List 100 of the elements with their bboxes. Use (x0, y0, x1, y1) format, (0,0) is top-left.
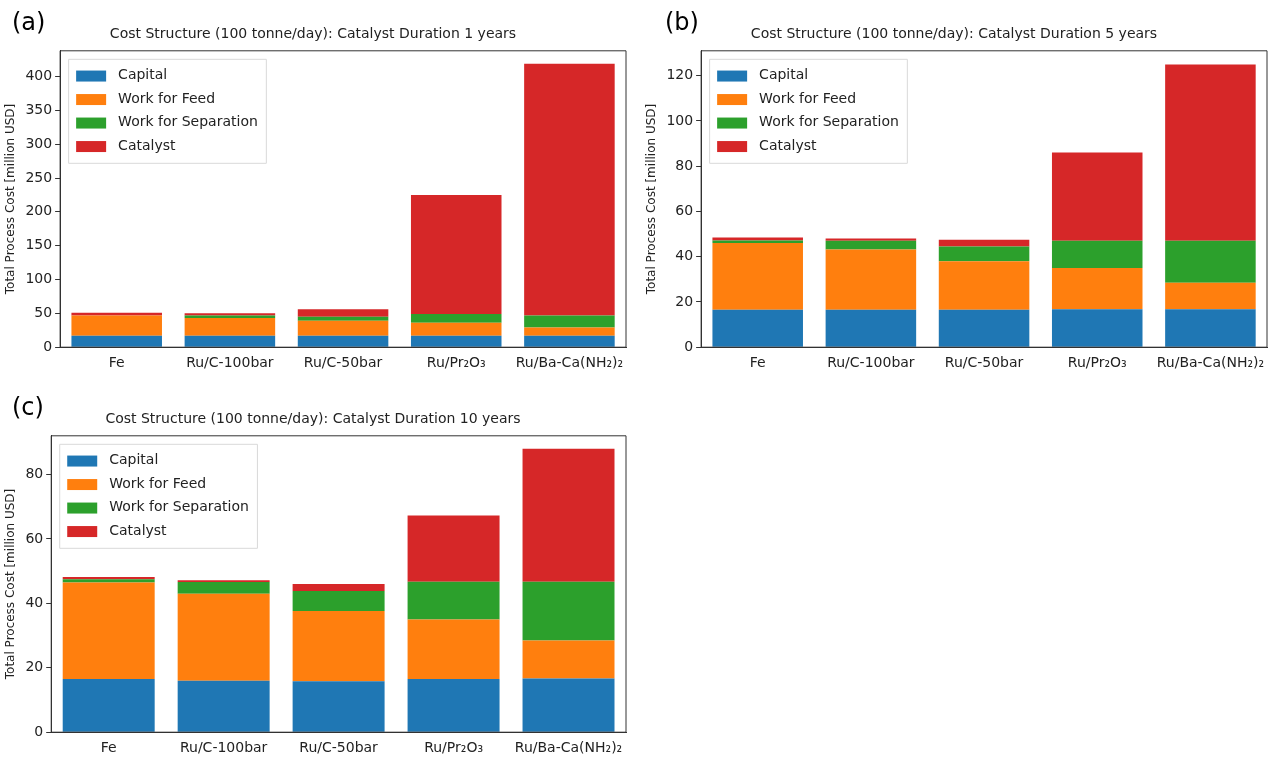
bar (1051, 152, 1143, 241)
bar (292, 591, 385, 612)
bar (407, 581, 500, 620)
y-tick-label: 60 (675, 202, 694, 219)
y-tick-label: 20 (675, 292, 694, 309)
x-tick-label: Ru/Ba-Ca(NH₂)₂ (514, 739, 623, 756)
x-tick-label: Ru/Pr₂O₃ (426, 354, 486, 371)
bar (1165, 240, 1256, 283)
y-tick-label: 300 (25, 134, 53, 151)
y-tick-label: 0 (34, 722, 44, 739)
bar (410, 322, 502, 336)
x-tick-label: Ru/Ba-Ca(NH₂)₂ (515, 354, 624, 371)
y-tick-label: 80 (25, 465, 44, 482)
bar (522, 640, 615, 679)
bar (938, 239, 1030, 247)
y-tick-label: 400 (25, 67, 53, 84)
bar (71, 315, 162, 336)
y-tick-label: 120 (666, 66, 694, 83)
chart-title: Cost Structure (100 tonne/day): Catalyst Duration 10 years (105, 410, 521, 427)
x-tick-label: Ru/Ba-Ca(NH₂)₂ (1156, 354, 1265, 371)
x-tick-label: Ru/C-100bar (179, 739, 268, 756)
x-tick-label: Ru/C-50bar (299, 739, 379, 756)
x-tick-label: Ru/C-50bar (944, 354, 1024, 371)
y-tick-label: 0 (684, 337, 694, 354)
bar (177, 593, 270, 681)
y-axis-title: Total Process Cost [million USD] (3, 103, 18, 296)
bar (1165, 309, 1256, 347)
y-tick-label: 40 (25, 593, 44, 610)
bar (524, 335, 615, 347)
bar (522, 678, 615, 732)
bar (522, 581, 615, 641)
x-tick-label: Fe (749, 354, 766, 371)
legend-label: Capital (759, 66, 809, 83)
y-tick-label: 60 (25, 529, 44, 546)
bar (522, 448, 615, 582)
bar (184, 335, 276, 347)
bar (297, 309, 389, 317)
x-tick-label: Ru/Pr₂O₃ (1067, 354, 1127, 371)
bar (177, 582, 270, 594)
y-tick-label: 350 (25, 100, 53, 117)
y-tick-label: 80 (675, 156, 694, 173)
y-axis-title: Total Process Cost [million USD] (3, 488, 18, 681)
bar (407, 619, 500, 680)
y-tick-label: 250 (25, 168, 53, 185)
x-tick-label: Ru/C-100bar (186, 354, 274, 371)
chart-title: Cost Structure (100 tonne/day): Catalyst Duration 1 years (109, 25, 517, 42)
bar (410, 335, 502, 347)
bar (938, 246, 1030, 262)
bar (938, 309, 1030, 347)
bar (712, 243, 803, 310)
y-axis-title: Total Process Cost [million USD] (644, 103, 659, 296)
bar (297, 335, 389, 347)
y-tick-label: 40 (675, 247, 694, 264)
x-tick-label: Fe (100, 739, 117, 756)
text: (c) (12, 393, 44, 422)
y-tick-label: 100 (25, 270, 53, 287)
legend-label: Capital (109, 451, 159, 468)
chart-title: Cost Structure (100 tonne/day): Catalyst Duration 5 years (750, 25, 1158, 42)
bar (407, 515, 500, 582)
x-tick-label: Ru/Pr₂O₃ (424, 739, 484, 756)
legend-label: Work for Separation (118, 113, 258, 130)
bar (1051, 309, 1143, 347)
bar (407, 679, 500, 732)
bar (71, 335, 162, 347)
bar (184, 318, 276, 336)
x-tick-label: Ru/C-50bar (303, 354, 383, 371)
bar (292, 584, 385, 592)
y-tick-label: 0 (43, 337, 53, 354)
bar (1165, 64, 1256, 241)
bar (297, 316, 389, 321)
legend-label: Catalyst (759, 136, 818, 153)
bar (62, 679, 155, 732)
bar (825, 240, 917, 250)
legend-label: Work for Feed (759, 89, 857, 106)
y-tick-label: 200 (25, 202, 53, 219)
bar (1051, 268, 1143, 310)
x-tick-label: Fe (108, 354, 125, 371)
bar (410, 194, 502, 315)
bar (292, 611, 385, 682)
legend-label: Catalyst (118, 136, 177, 153)
bar (825, 249, 917, 310)
text: (b) (665, 8, 699, 37)
bar (524, 315, 615, 328)
bar (62, 582, 155, 680)
legend-label: Work for Feed (109, 474, 207, 491)
bar (524, 63, 615, 316)
legend-label: Work for Separation (759, 113, 899, 130)
bar (1165, 282, 1256, 310)
legend-label: Capital (118, 66, 168, 83)
bar (292, 681, 385, 732)
bar (297, 320, 389, 336)
y-tick-label: 50 (34, 304, 53, 321)
y-tick-label: 100 (666, 111, 694, 128)
legend-label: Work for Separation (109, 498, 249, 515)
legend-label: Catalyst (109, 521, 168, 538)
bar (938, 261, 1030, 310)
y-tick-label: 150 (25, 236, 53, 253)
bar (524, 327, 615, 336)
legend-label: Work for Feed (118, 89, 216, 106)
text: (a) (12, 8, 46, 37)
